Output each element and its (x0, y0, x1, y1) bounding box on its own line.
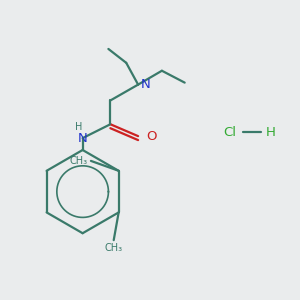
Text: H: H (266, 126, 276, 139)
Text: CH₃: CH₃ (105, 243, 123, 253)
Text: Cl: Cl (223, 126, 236, 139)
Text: N: N (78, 132, 88, 145)
Text: N: N (141, 78, 151, 91)
Text: H: H (75, 122, 82, 132)
Text: O: O (146, 130, 157, 142)
Text: CH₃: CH₃ (70, 156, 88, 166)
